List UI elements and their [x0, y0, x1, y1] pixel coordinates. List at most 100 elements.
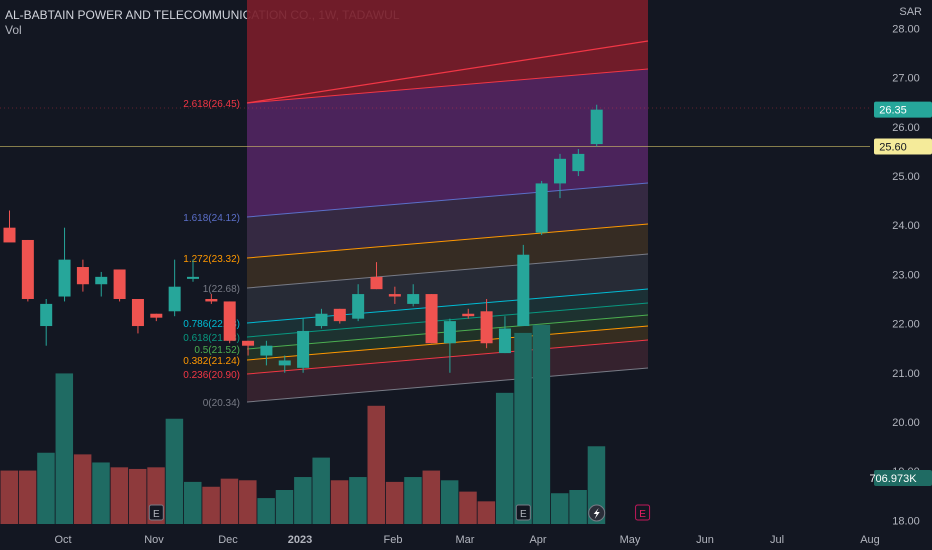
x-tick-label: Jul — [770, 534, 784, 546]
x-tick-label: Feb — [384, 534, 403, 546]
x-tick-label: Dec — [218, 534, 238, 546]
candle-body — [297, 330, 310, 368]
volume-bar — [532, 324, 551, 524]
candle-body — [443, 321, 456, 344]
volume-bar — [92, 462, 110, 524]
candle-body — [388, 294, 401, 297]
candle-body — [58, 259, 71, 297]
fib-label: 0.618(21.78) — [183, 333, 240, 344]
candle-body — [590, 109, 603, 145]
volume-bar — [440, 480, 459, 524]
volume-bar — [551, 493, 569, 524]
fib-zone — [247, 289, 648, 337]
volume-bar — [184, 481, 202, 524]
volume-bar — [55, 373, 74, 524]
volume-value-label: 706.973K — [869, 473, 917, 485]
volume-bar — [330, 480, 349, 524]
candle-body — [572, 153, 585, 172]
y-tick-label: 21.00 — [892, 368, 920, 380]
y-tick-label: 28.00 — [892, 24, 920, 36]
fib-zone — [247, 69, 648, 217]
volume-bar — [404, 477, 422, 524]
x-tick-label: Mar — [456, 534, 475, 546]
volume-legend: Vol — [5, 23, 22, 37]
fib-label: 1.618(24.12) — [183, 213, 240, 224]
fib-line-top — [246, 68, 649, 104]
y-tick-label: 22.00 — [892, 319, 920, 331]
candle-body — [223, 301, 236, 341]
x-tick-label: 2023 — [288, 534, 312, 546]
earnings-marker — [515, 504, 531, 521]
volume-bar — [37, 452, 55, 524]
fib-line — [246, 253, 649, 289]
candle-body — [554, 158, 566, 184]
candle-body — [131, 298, 144, 327]
candle-body — [260, 345, 273, 356]
candle-body — [352, 294, 365, 319]
x-tick-label: Nov — [144, 534, 164, 546]
earnings-marker — [635, 504, 651, 521]
volume-bar — [257, 498, 275, 524]
volume-bar — [239, 480, 257, 524]
candle-body — [21, 239, 34, 299]
volume-bar — [0, 470, 18, 524]
y-tick-label: 20.00 — [892, 417, 920, 429]
fib-label: 2.618(26.45) — [183, 99, 240, 110]
candle-body — [480, 311, 493, 344]
volume-bar — [165, 418, 184, 524]
volume-bar — [110, 467, 129, 524]
fib-line — [246, 367, 649, 403]
fib-label: 0.382(21.24) — [183, 356, 240, 367]
volume-bar — [514, 332, 532, 524]
fib-label: 0.5(21.52) — [194, 345, 240, 356]
fib-line — [246, 288, 649, 324]
candle-body — [40, 303, 53, 327]
volume-value-label-bg — [874, 470, 932, 486]
candle-body — [187, 276, 199, 279]
candle-body — [407, 294, 420, 304]
earnings-marker-label: E — [639, 509, 646, 520]
x-tick-label: Oct — [54, 534, 71, 546]
volume-bar — [128, 468, 147, 524]
candle-body — [76, 267, 89, 285]
candle-body — [113, 269, 126, 299]
volume-bar — [220, 478, 239, 524]
fib-line — [246, 182, 649, 218]
volume-bar — [587, 446, 606, 524]
y-tick-label: 27.00 — [892, 73, 920, 85]
candle-body — [517, 254, 530, 327]
volume-bar — [569, 489, 587, 524]
crosshair-price-label-bg — [874, 138, 932, 155]
y-tick-label: 18.00 — [892, 515, 920, 527]
volume-bar — [367, 405, 385, 524]
x-tick-label: Aug — [860, 534, 880, 546]
earnings-marker-label: E — [520, 509, 527, 520]
fib-label: 1.272(23.32) — [183, 254, 240, 265]
volume-bar — [349, 477, 367, 524]
volume-bar — [202, 486, 220, 524]
candle-body — [315, 313, 328, 327]
x-tick-label: May — [620, 534, 641, 546]
fib-label: 0.786(22.13) — [183, 319, 240, 330]
y-tick-label: 24.00 — [892, 220, 920, 232]
fib-label: 0.236(20.90) — [183, 370, 240, 381]
candle-body — [498, 328, 511, 354]
fib-zone — [247, 224, 648, 288]
fib-label: 0(20.34) — [203, 398, 240, 409]
candle-body — [3, 227, 16, 243]
volume-bar — [312, 457, 330, 524]
volume-bar — [459, 491, 477, 524]
candle-body — [462, 313, 475, 317]
volume-bar — [495, 392, 514, 524]
volume-bar — [385, 481, 404, 524]
volume-bar — [294, 477, 312, 524]
candle-body — [535, 183, 548, 233]
fib-zone — [247, 254, 648, 323]
candle-body — [242, 340, 255, 346]
candle-body — [150, 313, 163, 318]
candle-body — [278, 360, 291, 366]
fib-line — [246, 302, 649, 338]
volume-bar — [18, 470, 37, 524]
candle-body — [425, 294, 438, 344]
